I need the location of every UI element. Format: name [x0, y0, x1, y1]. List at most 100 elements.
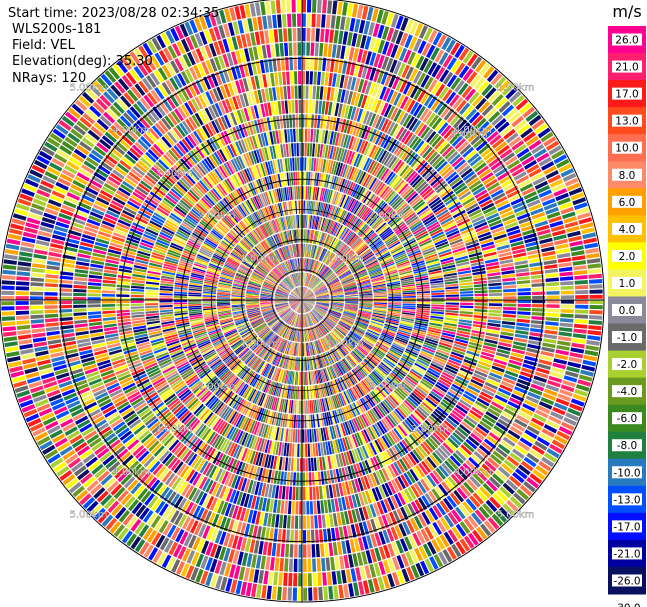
gate-cell: [381, 118, 389, 132]
gate-cell: [303, 214, 305, 229]
gate-cell: [309, 276, 317, 288]
gate-cell: [315, 262, 322, 275]
gate-cell: [488, 289, 502, 293]
gate-cell: [382, 169, 392, 182]
gate-cell: [371, 197, 381, 210]
gate-cell: [487, 279, 502, 283]
gate-cell: [426, 44, 436, 59]
gate-cell: [370, 179, 380, 192]
gate-cell: [289, 472, 293, 486]
gate-cell: [308, 157, 312, 171]
gate-cell: [385, 154, 395, 167]
gate-cell: [398, 146, 408, 159]
gate-cell: [369, 161, 378, 174]
gate-cell: [305, 243, 308, 258]
gate-cell: [350, 167, 358, 181]
gate-cell: [306, 273, 311, 287]
gate-cell: [450, 59, 462, 73]
gate-cell: [285, 543, 290, 558]
gate-cell: [373, 68, 381, 83]
gate-cell: [402, 296, 416, 298]
gate-cell: [328, 221, 335, 234]
gate-cell: [337, 162, 344, 177]
gate-cell: [256, 584, 262, 598]
gate-cell: [572, 333, 587, 339]
gate-cell: [401, 64, 410, 78]
gate-cell: [311, 428, 315, 443]
gate-cell: [334, 117, 340, 132]
gate-cell: [333, 585, 339, 599]
gate-cell: [364, 210, 374, 222]
gate-cell: [545, 273, 559, 278]
gate-cell: [324, 219, 330, 232]
gate-cell: [349, 62, 356, 76]
gate-cell: [320, 217, 326, 231]
gate-cell: [588, 279, 603, 284]
gate-cell: [376, 148, 385, 162]
gate-cell: [255, 555, 262, 569]
gate-cell: [371, 146, 380, 159]
gate-cell: [428, 114, 439, 128]
gate-cell: [303, 272, 305, 286]
gate-cell: [311, 114, 315, 128]
gate-cell: [305, 400, 308, 414]
gate-cell: [306, 171, 309, 186]
gate-cell: [334, 207, 341, 221]
gate-cell: [381, 187, 392, 200]
gate-cell: [487, 319, 501, 324]
gate-cell: [372, 199, 383, 211]
gate-cell: [430, 47, 440, 61]
gate-cell: [488, 316, 502, 321]
gate-cell: [324, 159, 329, 173]
gate-cell: [369, 67, 377, 81]
gate-cell: [302, 289, 311, 300]
gate-cell: [353, 107, 360, 121]
gate-cell: [299, 357, 301, 371]
gate-cell: [339, 148, 345, 162]
gate-cell: [329, 513, 334, 528]
gate-cell: [377, 55, 385, 69]
gate-cell: [423, 93, 434, 107]
gate-cell: [317, 247, 323, 260]
gate-cell: [293, 458, 297, 472]
gate-cell: [377, 101, 385, 115]
gate-cell: [417, 40, 427, 54]
gate-cell: [313, 245, 318, 259]
gate-cell: [284, 558, 289, 572]
gate-cell: [461, 85, 473, 99]
gate-cell: [295, 501, 299, 515]
gate-cell: [290, 515, 295, 529]
gate-cell: [543, 259, 557, 265]
gate-cell: [327, 0, 333, 14]
gate-cell: [330, 206, 336, 219]
gate-cell: [339, 227, 347, 239]
gate-cell: [319, 187, 324, 202]
gate-cell: [360, 172, 369, 186]
gate-cell: [559, 276, 574, 281]
gate-cell: [291, 501, 295, 515]
gate-cell: [302, 287, 305, 300]
gate-cell: [313, 261, 320, 274]
gate-cell: [324, 203, 329, 217]
gate-cell: [327, 204, 333, 218]
gate-cell: [354, 77, 361, 92]
gate-cell: [353, 138, 360, 152]
gate-cell: [333, 191, 339, 205]
gate-cell: [573, 328, 587, 334]
gate-cell: [305, 200, 307, 214]
gate-cell: [302, 288, 309, 300]
gate-cell: [460, 305, 474, 309]
gate-cell: [589, 284, 603, 289]
gate-cell: [502, 281, 516, 286]
gate-cell: [516, 322, 530, 327]
gate-cell: [284, 500, 288, 514]
gate-cell: [384, 171, 394, 184]
gate-cell: [458, 65, 470, 79]
gate-cell: [358, 155, 366, 169]
gate-cell: [439, 69, 450, 83]
gate-cell: [321, 101, 326, 115]
gate-cell: [378, 166, 387, 180]
gate-cell: [322, 0, 327, 14]
gate-cell: [320, 28, 325, 42]
gate-cell: [331, 191, 337, 205]
